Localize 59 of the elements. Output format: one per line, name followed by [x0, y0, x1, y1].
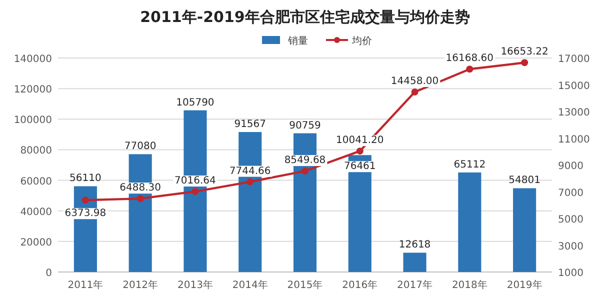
bar	[458, 172, 482, 272]
point	[192, 188, 199, 196]
bar	[403, 252, 426, 272]
chart-title: 2011年-2019年合肥市区住宅成交量与均价走势	[140, 8, 470, 26]
x-tick-label: 2012年	[122, 279, 158, 291]
y2-tick-label: 7000	[558, 188, 584, 199]
y2-tick-label: 17000	[558, 54, 590, 65]
data-label: 10041.20	[336, 135, 384, 146]
y2-tick-label: 1000	[558, 268, 584, 279]
y-tick-label: 140000	[14, 54, 52, 65]
x-tick-label: 2013年	[177, 279, 213, 291]
y2-tick-label: 5000	[558, 214, 584, 226]
legend-label: 均价	[351, 35, 372, 47]
point	[466, 66, 474, 73]
legend-label: 销量	[287, 36, 308, 47]
x-tick-label: 2018年	[452, 279, 488, 291]
data-label: 7016.64	[174, 176, 216, 187]
y-tick-label: 0	[46, 268, 52, 279]
point	[356, 148, 364, 155]
data-label: 105790	[176, 97, 214, 108]
data-label: 65112	[454, 159, 486, 170]
data-label: 12618	[398, 240, 431, 251]
data-label: 90759	[289, 120, 321, 132]
data-label: 91567	[234, 119, 266, 130]
point	[82, 196, 89, 204]
data-label: 76461	[344, 161, 376, 172]
y-tick-label: 60000	[20, 176, 52, 188]
bar	[513, 188, 536, 272]
y2-tick-label: 9000	[558, 161, 584, 172]
data-label: 8549.68	[284, 155, 326, 166]
y-tick-label: 40000	[20, 206, 52, 218]
y-tick-label: 120000	[14, 84, 52, 96]
data-label: 16653.22	[500, 46, 548, 58]
data-label: 16168.60	[446, 53, 494, 64]
y-tick-label: 100000	[14, 115, 52, 126]
data-label: 7744.66	[229, 166, 271, 177]
y2-tick-label: 3000	[558, 241, 584, 252]
point	[246, 178, 254, 186]
data-label: 6488.30	[120, 182, 162, 194]
x-tick-label: 2016年	[342, 279, 378, 291]
x-tick-label: 2015年	[287, 279, 323, 291]
x-tick-label: 2014年	[232, 279, 268, 291]
data-label: 54801	[508, 175, 540, 186]
x-tick-label: 2017年	[397, 279, 433, 291]
y-tick-label: 80000	[20, 146, 52, 157]
y2-tick-label: 15000	[558, 80, 590, 92]
point	[411, 88, 418, 96]
data-label: 6373.98	[64, 208, 106, 220]
point	[136, 195, 144, 202]
data-label: 14458.00	[390, 76, 439, 87]
y2-tick-label: 13000	[558, 108, 590, 118]
y-tick-label: 20000	[20, 237, 52, 248]
data-label: 56110	[70, 173, 102, 184]
data-label: 77080	[124, 141, 156, 152]
point	[521, 59, 528, 66]
y2-tick-label: 11000	[558, 134, 590, 146]
x-tick-label: 2011年	[68, 279, 104, 291]
point	[302, 168, 308, 175]
x-tick-label: 2019年	[506, 279, 542, 291]
